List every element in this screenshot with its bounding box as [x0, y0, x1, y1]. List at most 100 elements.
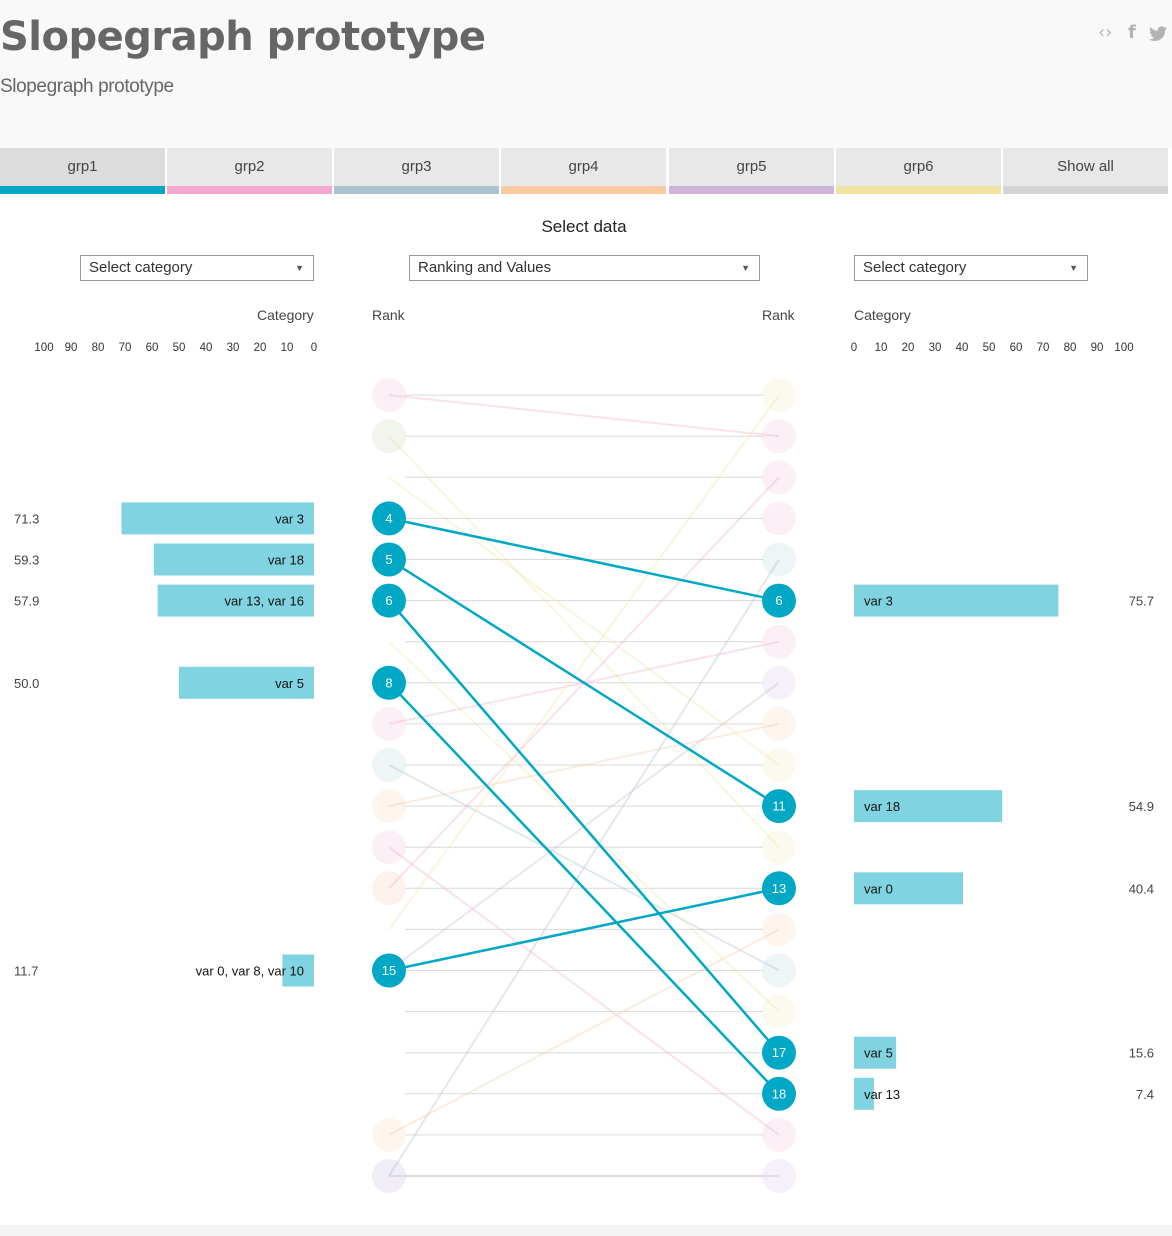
faded-rank-dot [762, 624, 796, 659]
axis-tick-label: 90 [1090, 342, 1104, 354]
faded-rank-dot [372, 871, 406, 906]
right-bar-label: var 3 [864, 594, 893, 609]
right-value-bar [854, 872, 964, 905]
tab-grp4[interactable]: grp4 [501, 148, 666, 194]
faded-rank-dot [762, 1117, 796, 1152]
faded-slope-line [388, 558, 780, 1177]
tab-label: grp1 [67, 158, 98, 175]
faded-rank-dot [762, 378, 796, 413]
axis-tick-label: 40 [955, 342, 969, 354]
faded-slope-line [388, 681, 780, 972]
embed-icon[interactable]: ‹› [1098, 22, 1113, 43]
axis-tick-label: 0 [310, 342, 318, 354]
caret-down-icon: ▼ [741, 263, 750, 273]
left-value-bar [157, 584, 314, 617]
faded-slope-line [388, 394, 780, 930]
tab-label: grp3 [401, 158, 432, 175]
faded-rank-dot [762, 830, 796, 865]
left-value-bar [179, 666, 314, 699]
axis-tick-label: 30 [928, 342, 942, 354]
left-value-bar [121, 502, 315, 535]
axis-tick-label: 10 [874, 342, 888, 354]
select-data-label: Select data [541, 217, 627, 236]
tab-grp5[interactable]: grp5 [669, 148, 834, 194]
rank-dot [762, 1076, 796, 1111]
axis-tick-label: 40 [199, 342, 213, 354]
rank-number: 17 [772, 1045, 786, 1060]
right-rank-label: Rank [762, 307, 795, 323]
faded-rank-dot [762, 501, 796, 536]
page-header: Slopegraph prototype Slopegraph prototyp… [0, 0, 1172, 148]
faded-rank-dot [762, 542, 796, 577]
faded-rank-dot [762, 460, 796, 495]
rank-number: 11 [772, 799, 786, 814]
right-value-bar [854, 1036, 897, 1069]
axis-tick-label: 30 [226, 342, 240, 354]
left-bar-value: 59.3 [14, 553, 39, 568]
left-value-bar [282, 954, 314, 987]
tab-grp6[interactable]: grp6 [836, 148, 1001, 194]
left-category-select[interactable]: Select category ▼ [80, 255, 314, 281]
faded-rank-dot [372, 378, 406, 413]
faded-slope-line [388, 476, 780, 889]
faded-slope-line [388, 846, 780, 1136]
left-bar-label: var 3 [275, 511, 304, 526]
left-axis-label: Category [257, 307, 314, 323]
axis-tick-label: 50 [982, 342, 996, 354]
tab-label: Show all [1057, 158, 1114, 175]
left-bar-label: var 18 [268, 553, 304, 568]
rank-number: 5 [385, 552, 392, 567]
twitter-icon[interactable] [1148, 20, 1168, 46]
highlight-slope-line [388, 517, 780, 602]
group-tabs: grp1 grp2 grp3 grp4 grp5 grp6 Show all [0, 148, 1172, 194]
faded-rank-dot [762, 953, 796, 988]
right-bar-label: var 13 [864, 1087, 900, 1102]
left-value-bar [153, 543, 314, 576]
data-mode-select[interactable]: Ranking and Values ▼ [409, 255, 760, 281]
tab-label: grp5 [736, 158, 767, 175]
highlight-slope-line [388, 599, 780, 1054]
rank-number: 6 [775, 593, 782, 608]
right-bar-label: var 18 [864, 799, 900, 814]
tab-label: grp4 [568, 158, 599, 175]
axis-tick-label: 20 [253, 342, 267, 354]
tab-grp2[interactable]: grp2 [167, 148, 332, 194]
axis-tick-label: 10 [280, 342, 294, 354]
highlight-slope-line [388, 887, 780, 972]
faded-rank-dot [762, 912, 796, 947]
right-bar-label: var 0 [864, 881, 893, 896]
highlight-slope-line [388, 558, 780, 808]
right-category-select[interactable]: Select category ▼ [854, 255, 1088, 281]
right-bar-value: 15.6 [1129, 1046, 1154, 1061]
rank-dot [762, 1035, 796, 1070]
rank-dot [762, 583, 796, 618]
rank-number: 6 [385, 593, 392, 608]
rank-dot [372, 665, 406, 700]
faded-rank-dot [762, 706, 796, 741]
axis-tick-label: 100 [34, 342, 54, 354]
rank-number: 18 [772, 1086, 786, 1101]
faded-rank-dot [762, 994, 796, 1029]
faded-slope-line [388, 640, 780, 1013]
right-bar-value: 54.9 [1129, 799, 1154, 814]
faded-rank-dot [762, 665, 796, 700]
faded-rank-dot [372, 706, 406, 741]
left-bar-label: var 13, var 16 [225, 594, 305, 609]
facebook-icon[interactable]: f [1128, 22, 1136, 43]
tab-label: grp2 [234, 158, 265, 175]
tab-grp3[interactable]: grp3 [334, 148, 499, 194]
footer-bar [0, 1225, 1172, 1236]
faded-slope-line [388, 928, 780, 1136]
tab-label: grp6 [903, 158, 934, 175]
axis-tick-label: 60 [145, 342, 159, 354]
tab-grp1[interactable]: grp1 [0, 148, 165, 194]
faded-slope-line [388, 476, 780, 766]
faded-slope-line [388, 435, 780, 848]
tab-show-all[interactable]: Show all [1003, 148, 1168, 194]
axis-tick-label: 50 [172, 342, 186, 354]
right-category-select-value: Select category [863, 259, 967, 276]
rank-number: 15 [382, 963, 396, 978]
axis-tick-label: 100 [1114, 342, 1134, 354]
right-bar-value: 75.7 [1129, 594, 1154, 609]
faded-slope-line [388, 764, 780, 972]
